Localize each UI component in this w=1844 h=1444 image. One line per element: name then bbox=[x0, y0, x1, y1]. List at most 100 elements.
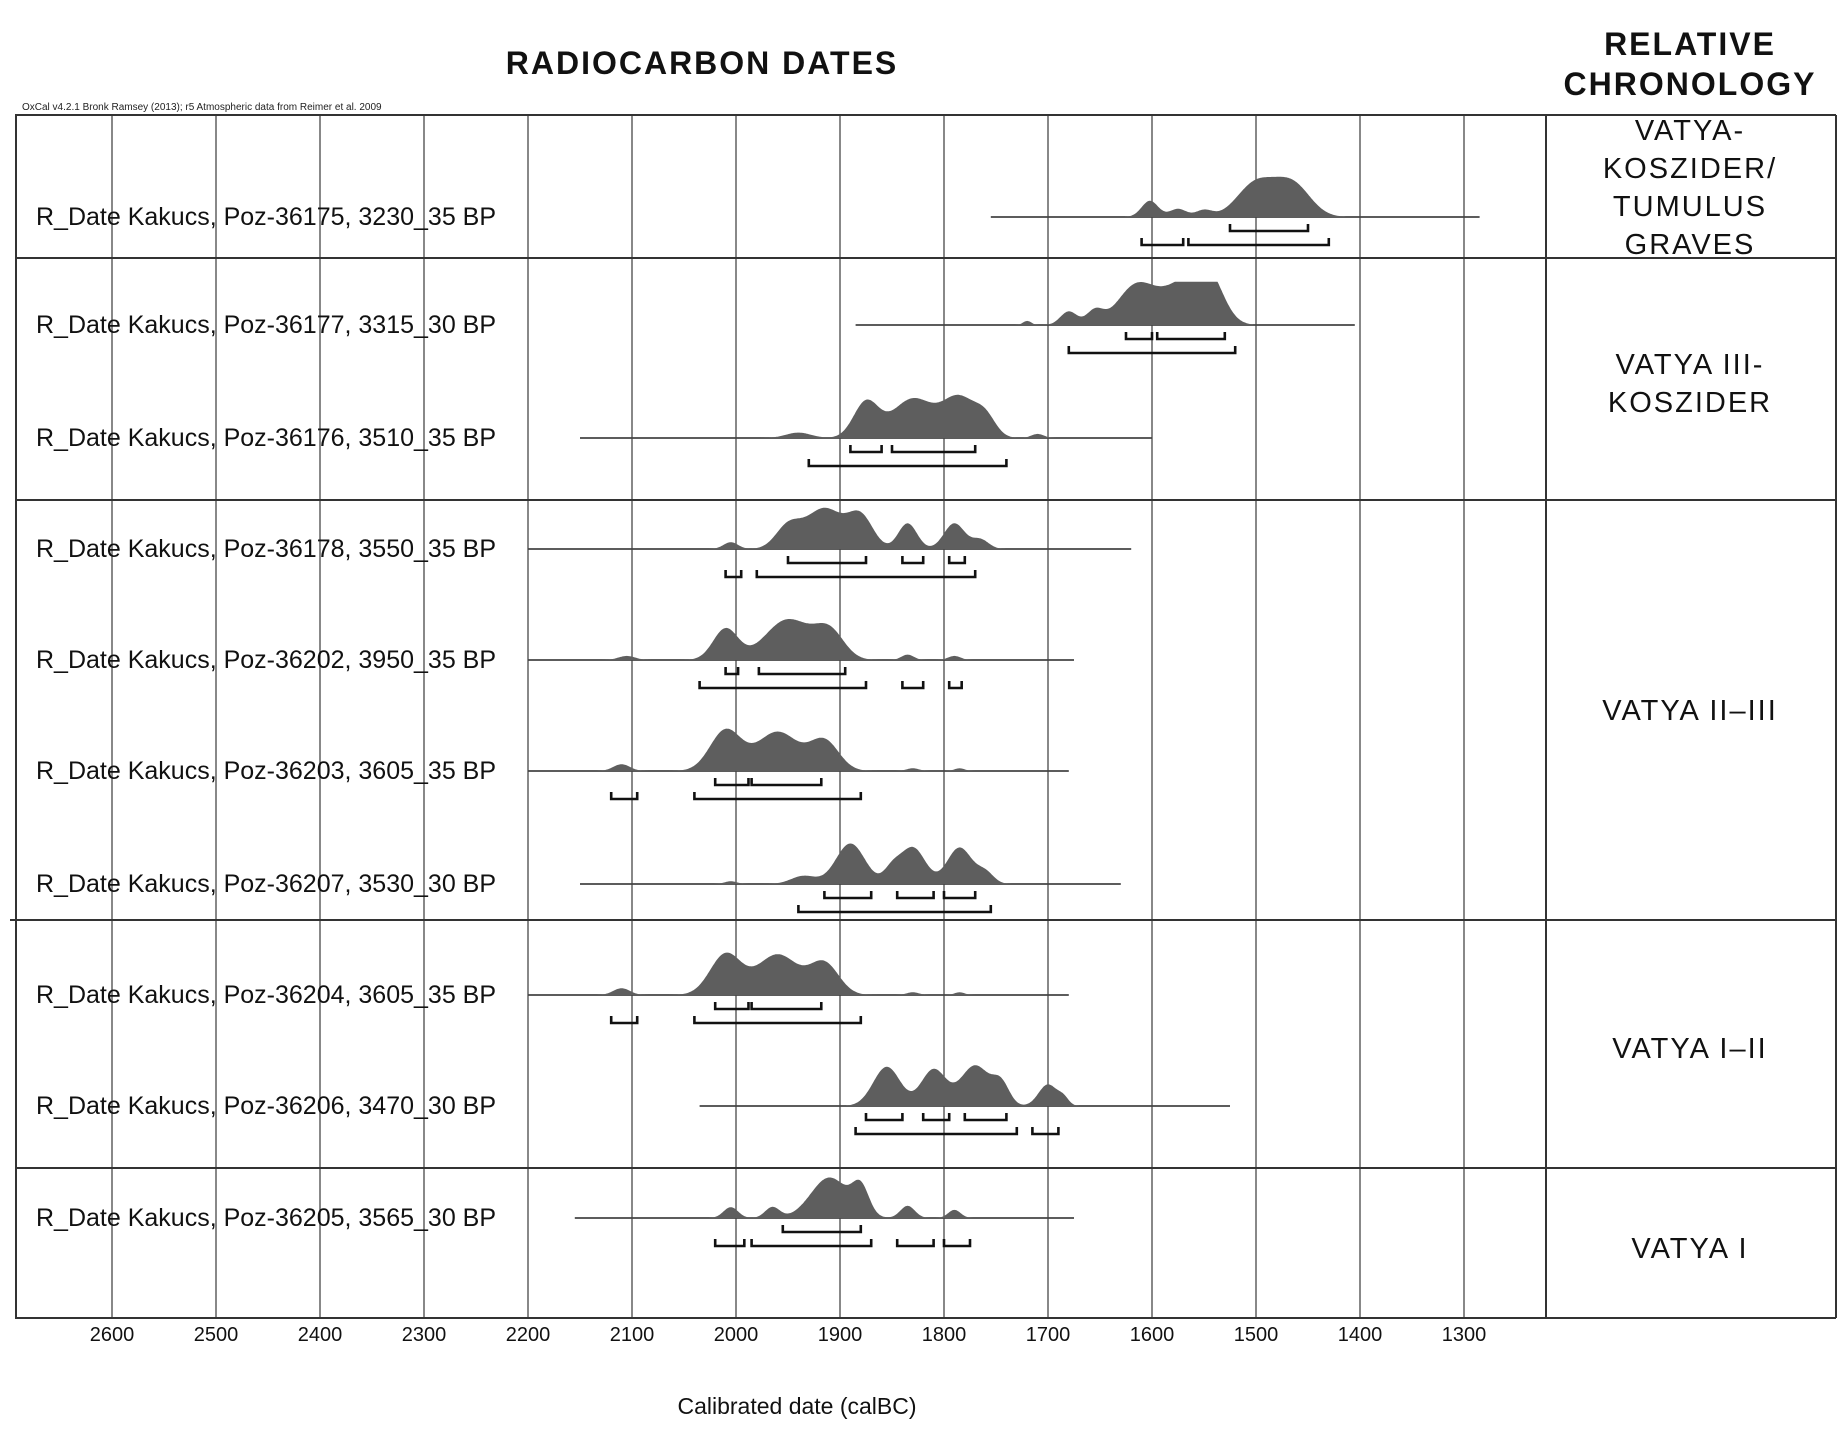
x-tick-label: 1500 bbox=[1234, 1324, 1279, 1346]
range-95-bracket bbox=[807, 459, 1008, 468]
phase-labels: VATYA- KOSZIDER/TUMULUS GRAVES VATYA III- KO… bbox=[1602, 115, 1778, 1265]
range-68-bracket bbox=[963, 1113, 1008, 1122]
date-row-7: R_Date Kakucs, Poz-36207, 3530_30 BP bbox=[36, 843, 1121, 914]
range-95-bracket bbox=[1067, 346, 1237, 355]
date-row-1: R_Date Kakucs, Poz-36175, 3230_35 BP bbox=[36, 176, 1480, 247]
date-row-6: R_Date Kakucs, Poz-36203, 3605_35 BP bbox=[36, 728, 1069, 801]
x-tick-label: 1900 bbox=[818, 1324, 863, 1346]
phase-label: GRAVES bbox=[1625, 229, 1756, 261]
range-68-bracket bbox=[823, 891, 873, 900]
range-95-bracket bbox=[947, 681, 963, 690]
date-label: R_Date Kakucs, Poz-36204, 3605_35 BP bbox=[36, 981, 496, 1009]
range-95-bracket bbox=[942, 1239, 972, 1248]
range-95-bracket bbox=[854, 1127, 1019, 1136]
probability-density bbox=[601, 619, 974, 660]
range-68-bracket bbox=[895, 891, 935, 900]
x-tick-label: 1400 bbox=[1338, 1324, 1383, 1346]
range-68-bracket bbox=[1155, 332, 1227, 341]
x-tick-label: 2300 bbox=[402, 1324, 447, 1346]
phase-label: VATYA I–II bbox=[1612, 1033, 1767, 1065]
probability-density bbox=[1124, 176, 1346, 217]
date-row-9: R_Date Kakucs, Poz-36206, 3470_30 BP bbox=[36, 1065, 1230, 1136]
probability-density bbox=[708, 1177, 974, 1218]
date-label: R_Date Kakucs, Poz-36205, 3565_30 BP bbox=[36, 1204, 496, 1232]
range-95-bracket bbox=[609, 792, 639, 801]
probability-density bbox=[596, 728, 976, 771]
range-95-bracket bbox=[1031, 1127, 1060, 1136]
x-axis-label: Calibrated date (calBC) bbox=[677, 1393, 916, 1419]
date-label: R_Date Kakucs, Poz-36178, 3550_35 BP bbox=[36, 535, 496, 563]
range-68-bracket bbox=[1124, 332, 1154, 341]
range-95-bracket bbox=[750, 1239, 873, 1248]
chart-frame bbox=[10, 114, 1837, 1319]
relative-chronology-title-line1: RELATIVE bbox=[1604, 26, 1776, 62]
range-95-bracket bbox=[724, 570, 743, 579]
phase-label: KOSZIDER bbox=[1608, 387, 1772, 419]
range-68-bracket bbox=[781, 1225, 863, 1234]
chart-title: RADIOCARBON DATES bbox=[506, 45, 899, 81]
x-tick-label: 2600 bbox=[90, 1324, 135, 1346]
phase-label: TUMULUS bbox=[1613, 191, 1767, 223]
x-tick-label: 2000 bbox=[714, 1324, 759, 1346]
range-68-bracket bbox=[713, 1002, 750, 1011]
range-68-bracket bbox=[864, 1113, 904, 1122]
date-row-8: R_Date Kakucs, Poz-36204, 3605_35 BP bbox=[36, 952, 1069, 1025]
range-68-bracket bbox=[921, 1113, 951, 1122]
date-rows: R_Date Kakucs, Poz-36175, 3230_35 BP R_Da… bbox=[36, 176, 1480, 1248]
x-tick-label: 2100 bbox=[610, 1324, 655, 1346]
plot-border bbox=[15, 114, 1547, 1319]
date-label: R_Date Kakucs, Poz-36176, 3510_35 BP bbox=[36, 424, 496, 452]
date-label: R_Date Kakucs, Poz-36177, 3315_30 BP bbox=[36, 311, 496, 339]
relative-chronology-title-line2: CHRONOLOGY bbox=[1564, 66, 1817, 102]
range-68-bracket bbox=[942, 891, 977, 900]
date-label: R_Date Kakucs, Poz-36206, 3470_30 BP bbox=[36, 1092, 496, 1120]
x-tick-label: 1800 bbox=[922, 1324, 967, 1346]
x-tick-label: 2500 bbox=[194, 1324, 239, 1346]
range-68-bracket bbox=[757, 667, 847, 676]
probability-density bbox=[708, 507, 1006, 549]
phase-label: VATYA- bbox=[1635, 115, 1745, 147]
range-95-bracket bbox=[713, 1239, 746, 1248]
x-tick-label: 2400 bbox=[298, 1324, 343, 1346]
date-row-5: R_Date Kakucs, Poz-36202, 3950_35 BP bbox=[36, 619, 1074, 690]
x-tick-label: 1300 bbox=[1442, 1324, 1487, 1346]
date-label: R_Date Kakucs, Poz-36207, 3530_30 BP bbox=[36, 870, 496, 898]
range-95-bracket bbox=[609, 1016, 639, 1025]
x-tick-label: 2200 bbox=[506, 1324, 551, 1346]
grid-lines bbox=[111, 115, 1465, 1318]
range-95-bracket bbox=[901, 681, 925, 690]
range-95-bracket bbox=[797, 905, 993, 914]
probability-density bbox=[596, 952, 976, 995]
range-68-bracket bbox=[890, 445, 977, 454]
probability-density bbox=[712, 843, 1011, 884]
x-tick-label: 1700 bbox=[1026, 1324, 1071, 1346]
range-68-bracket bbox=[849, 445, 883, 454]
range-95-bracket bbox=[1187, 238, 1331, 247]
phase-label: KOSZIDER/ bbox=[1603, 153, 1777, 185]
range-68-bracket bbox=[750, 778, 823, 787]
range-68-bracket bbox=[786, 556, 868, 565]
date-label: R_Date Kakucs, Poz-36203, 3605_35 BP bbox=[36, 757, 496, 785]
oxcal-credit: OxCal v4.2.1 Bronk Ramsey (2013); r5 Atm… bbox=[22, 102, 382, 113]
range-68-bracket bbox=[901, 556, 925, 565]
range-68-bracket bbox=[1228, 224, 1310, 233]
range-95-bracket bbox=[693, 1016, 863, 1025]
range-68-bracket bbox=[750, 1002, 823, 1011]
range-95-bracket bbox=[755, 570, 977, 579]
x-tick-label: 1600 bbox=[1130, 1324, 1175, 1346]
date-row-10: R_Date Kakucs, Poz-36205, 3565_30 BP bbox=[36, 1177, 1074, 1248]
probability-density bbox=[846, 1065, 1080, 1106]
phase-label: VATYA I bbox=[1631, 1233, 1748, 1265]
date-row-2: R_Date Kakucs, Poz-36177, 3315_30 BP bbox=[36, 281, 1355, 355]
probability-density bbox=[1014, 281, 1253, 325]
range-68-bracket bbox=[947, 556, 967, 565]
date-row-3: R_Date Kakucs, Poz-36176, 3510_35 BP bbox=[36, 394, 1152, 468]
range-95-bracket bbox=[698, 681, 868, 690]
phase-label: VATYA III- bbox=[1616, 349, 1765, 381]
date-label: R_Date Kakucs, Poz-36202, 3950_35 BP bbox=[36, 646, 496, 674]
range-95-bracket bbox=[895, 1239, 935, 1248]
date-label: R_Date Kakucs, Poz-36175, 3230_35 BP bbox=[36, 203, 496, 231]
phase-label: VATYA II–III bbox=[1602, 695, 1778, 727]
probability-density bbox=[760, 394, 1057, 438]
